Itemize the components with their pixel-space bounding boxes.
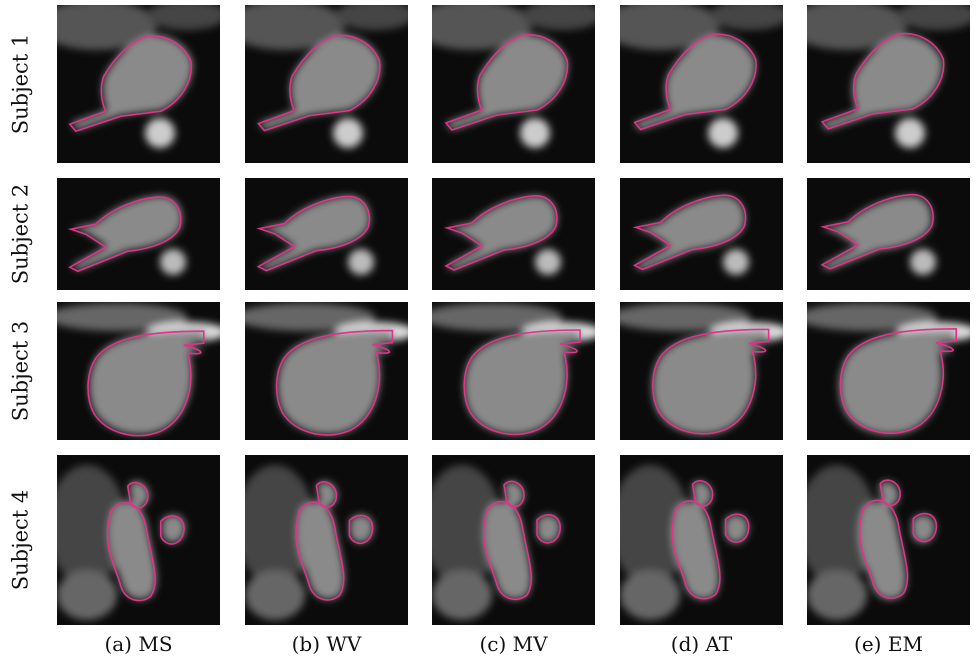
- segmentation-panel: [807, 455, 970, 625]
- mri-image: [807, 5, 970, 148]
- mri-image: [443, 195, 561, 275]
- segmentation-contour: [256, 195, 371, 272]
- segmentation-contour: [482, 480, 561, 601]
- segmentation-contour: [859, 479, 938, 599]
- mri-image: [432, 303, 595, 436]
- row-label-text: Subject 2: [8, 183, 32, 285]
- row-label-subject-1: Subject 1: [0, 5, 40, 163]
- mri-image: [57, 5, 220, 148]
- segmentation-contour: [839, 327, 958, 434]
- segmentation-contour: [671, 480, 750, 600]
- column-label-ms: (a) MS: [104, 632, 173, 656]
- segmentation-panel: [432, 5, 595, 163]
- mri-image: [57, 303, 220, 437]
- row-label-subject-3: Subject 3: [0, 302, 40, 440]
- segmentation-panel: [57, 455, 220, 625]
- segmentation-panel: [57, 302, 220, 440]
- mri-image: [620, 303, 783, 435]
- mri-image: [620, 5, 783, 148]
- segmentation-contour: [68, 35, 193, 133]
- segmentation-panel: [807, 5, 970, 163]
- mri-image: [245, 5, 408, 148]
- column-label-mv: (c) MV: [479, 632, 548, 656]
- segmentation-panel: [432, 302, 595, 440]
- segmentation-panel: [807, 178, 970, 290]
- segmentation-panel: [57, 178, 220, 290]
- mri-image: [57, 465, 186, 620]
- mri-image: [245, 465, 374, 620]
- segmentation-contour: [444, 34, 569, 131]
- mri-image: [245, 303, 408, 436]
- segmentation-panel: [245, 455, 408, 625]
- segmentation-panel: [432, 178, 595, 290]
- segmentation-contour: [443, 195, 558, 271]
- mri-image: [620, 465, 750, 620]
- segmentation-contour: [820, 32, 945, 130]
- mri-image: [432, 465, 561, 620]
- row-label-subject-2: Subject 2: [0, 178, 40, 290]
- segmentation-contour: [820, 193, 934, 270]
- segmentation-contour: [257, 34, 381, 132]
- segmentation-contour: [67, 196, 182, 273]
- mri-image: [807, 303, 970, 435]
- segmentation-panel: [432, 455, 595, 625]
- segmentation-panel: [245, 5, 408, 163]
- segmentation-panel: [620, 455, 783, 625]
- row-label-text: Subject 4: [8, 489, 32, 591]
- row-label-subject-4: Subject 4: [0, 455, 40, 625]
- column-label-wv: (b) WV: [291, 632, 362, 656]
- segmentation-panel: [620, 178, 783, 290]
- segmentation-panel: [807, 302, 970, 440]
- segmentation-contour: [295, 481, 374, 601]
- segmentation-contour: [632, 194, 747, 271]
- segmentation-panel: [57, 5, 220, 163]
- mri-image: [632, 194, 749, 275]
- mri-image: [807, 465, 938, 620]
- segmentation-contour: [106, 481, 185, 602]
- row-label-text: Subject 3: [8, 320, 32, 422]
- segmentation-contour: [633, 33, 757, 131]
- mri-image: [432, 5, 595, 148]
- segmentation-panel: [245, 178, 408, 290]
- segmentation-panel: [620, 302, 783, 440]
- column-label-at: (d) AT: [670, 632, 733, 656]
- segmentation-contour: [275, 329, 394, 436]
- mri-image: [256, 195, 374, 275]
- mri-image: [820, 193, 936, 275]
- mri-image: [67, 195, 186, 275]
- segmentation-contour: [463, 329, 581, 436]
- segmentation-panel: [620, 5, 783, 163]
- segmentation-panel: [245, 302, 408, 440]
- column-label-em: (e) EM: [854, 632, 923, 656]
- segmentation-contour: [87, 330, 205, 437]
- row-label-text: Subject 1: [8, 33, 32, 135]
- segmentation-contour: [652, 328, 770, 435]
